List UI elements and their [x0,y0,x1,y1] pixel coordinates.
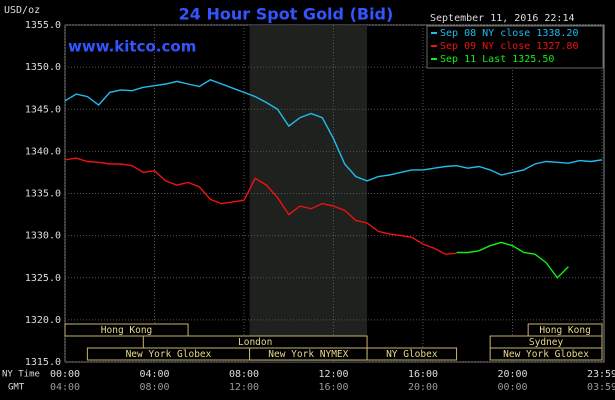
x-row-label: NY Time [2,370,40,380]
session-bar [489,347,603,361]
y-tick-label: 1335.0 [25,189,61,200]
session-label: Sydney [529,337,564,348]
x-tick-label: 00:00 [50,369,80,380]
x-tick-label: 23:59 [587,369,615,380]
session-bar [64,323,189,337]
x2-row-label: GMT [8,383,25,393]
x2-tick-label: 08:00 [139,382,169,393]
series-line [456,241,569,279]
y-unit: USD/oz [4,5,40,16]
timestamp: September 11, 2016 22:14 [430,13,575,24]
session-bar [366,347,458,361]
session-label: NY Globex [386,349,438,360]
y-tick-label: 1355.0 [25,20,61,31]
session-label: Hong Kong [101,325,152,336]
legend-label: Sep 11 Last 1325.50 [440,54,554,65]
y-tick-label: 1340.0 [25,146,61,157]
y-tick-label: 1320.0 [25,315,61,326]
session-label: Hong Kong [539,325,590,336]
x2-tick-label: 00:00 [497,382,527,393]
session-label: New York Globex [503,349,589,360]
y-tick-label: 1350.0 [25,62,61,73]
series-line [64,79,603,182]
x-tick-label: 08:00 [229,369,259,380]
session-label: New York NYMEX [268,349,348,360]
legend-box [426,25,604,69]
y-tick-label: 1325.0 [25,273,61,284]
legend-label: Sep 09 NY close 1327.80 [440,41,578,52]
y-tick-label: 1315.0 [25,357,61,368]
x2-tick-label: 16:00 [318,382,348,393]
x-tick-label: 16:00 [408,369,438,380]
session-label: New York Globex [126,349,212,360]
x-tick-label: 12:00 [318,369,348,380]
chart-title: 24 Hour Spot Gold (Bid) [179,5,394,24]
x-tick-label: 04:00 [139,369,169,380]
x-tick-label: 20:00 [497,369,527,380]
x2-tick-label: 20:00 [408,382,438,393]
watermark: www.kitco.com [68,38,196,56]
session-label: London [238,337,272,348]
y-tick-label: 1330.0 [25,231,61,242]
series-line [64,157,457,255]
x2-tick-label: 04:00 [50,382,80,393]
y-tick-label: 1345.0 [25,104,61,115]
legend-label: Sep 08 NY close 1338.20 [440,28,578,39]
x2-tick-label: 03:59 [587,382,615,393]
x2-tick-label: 12:00 [229,382,259,393]
